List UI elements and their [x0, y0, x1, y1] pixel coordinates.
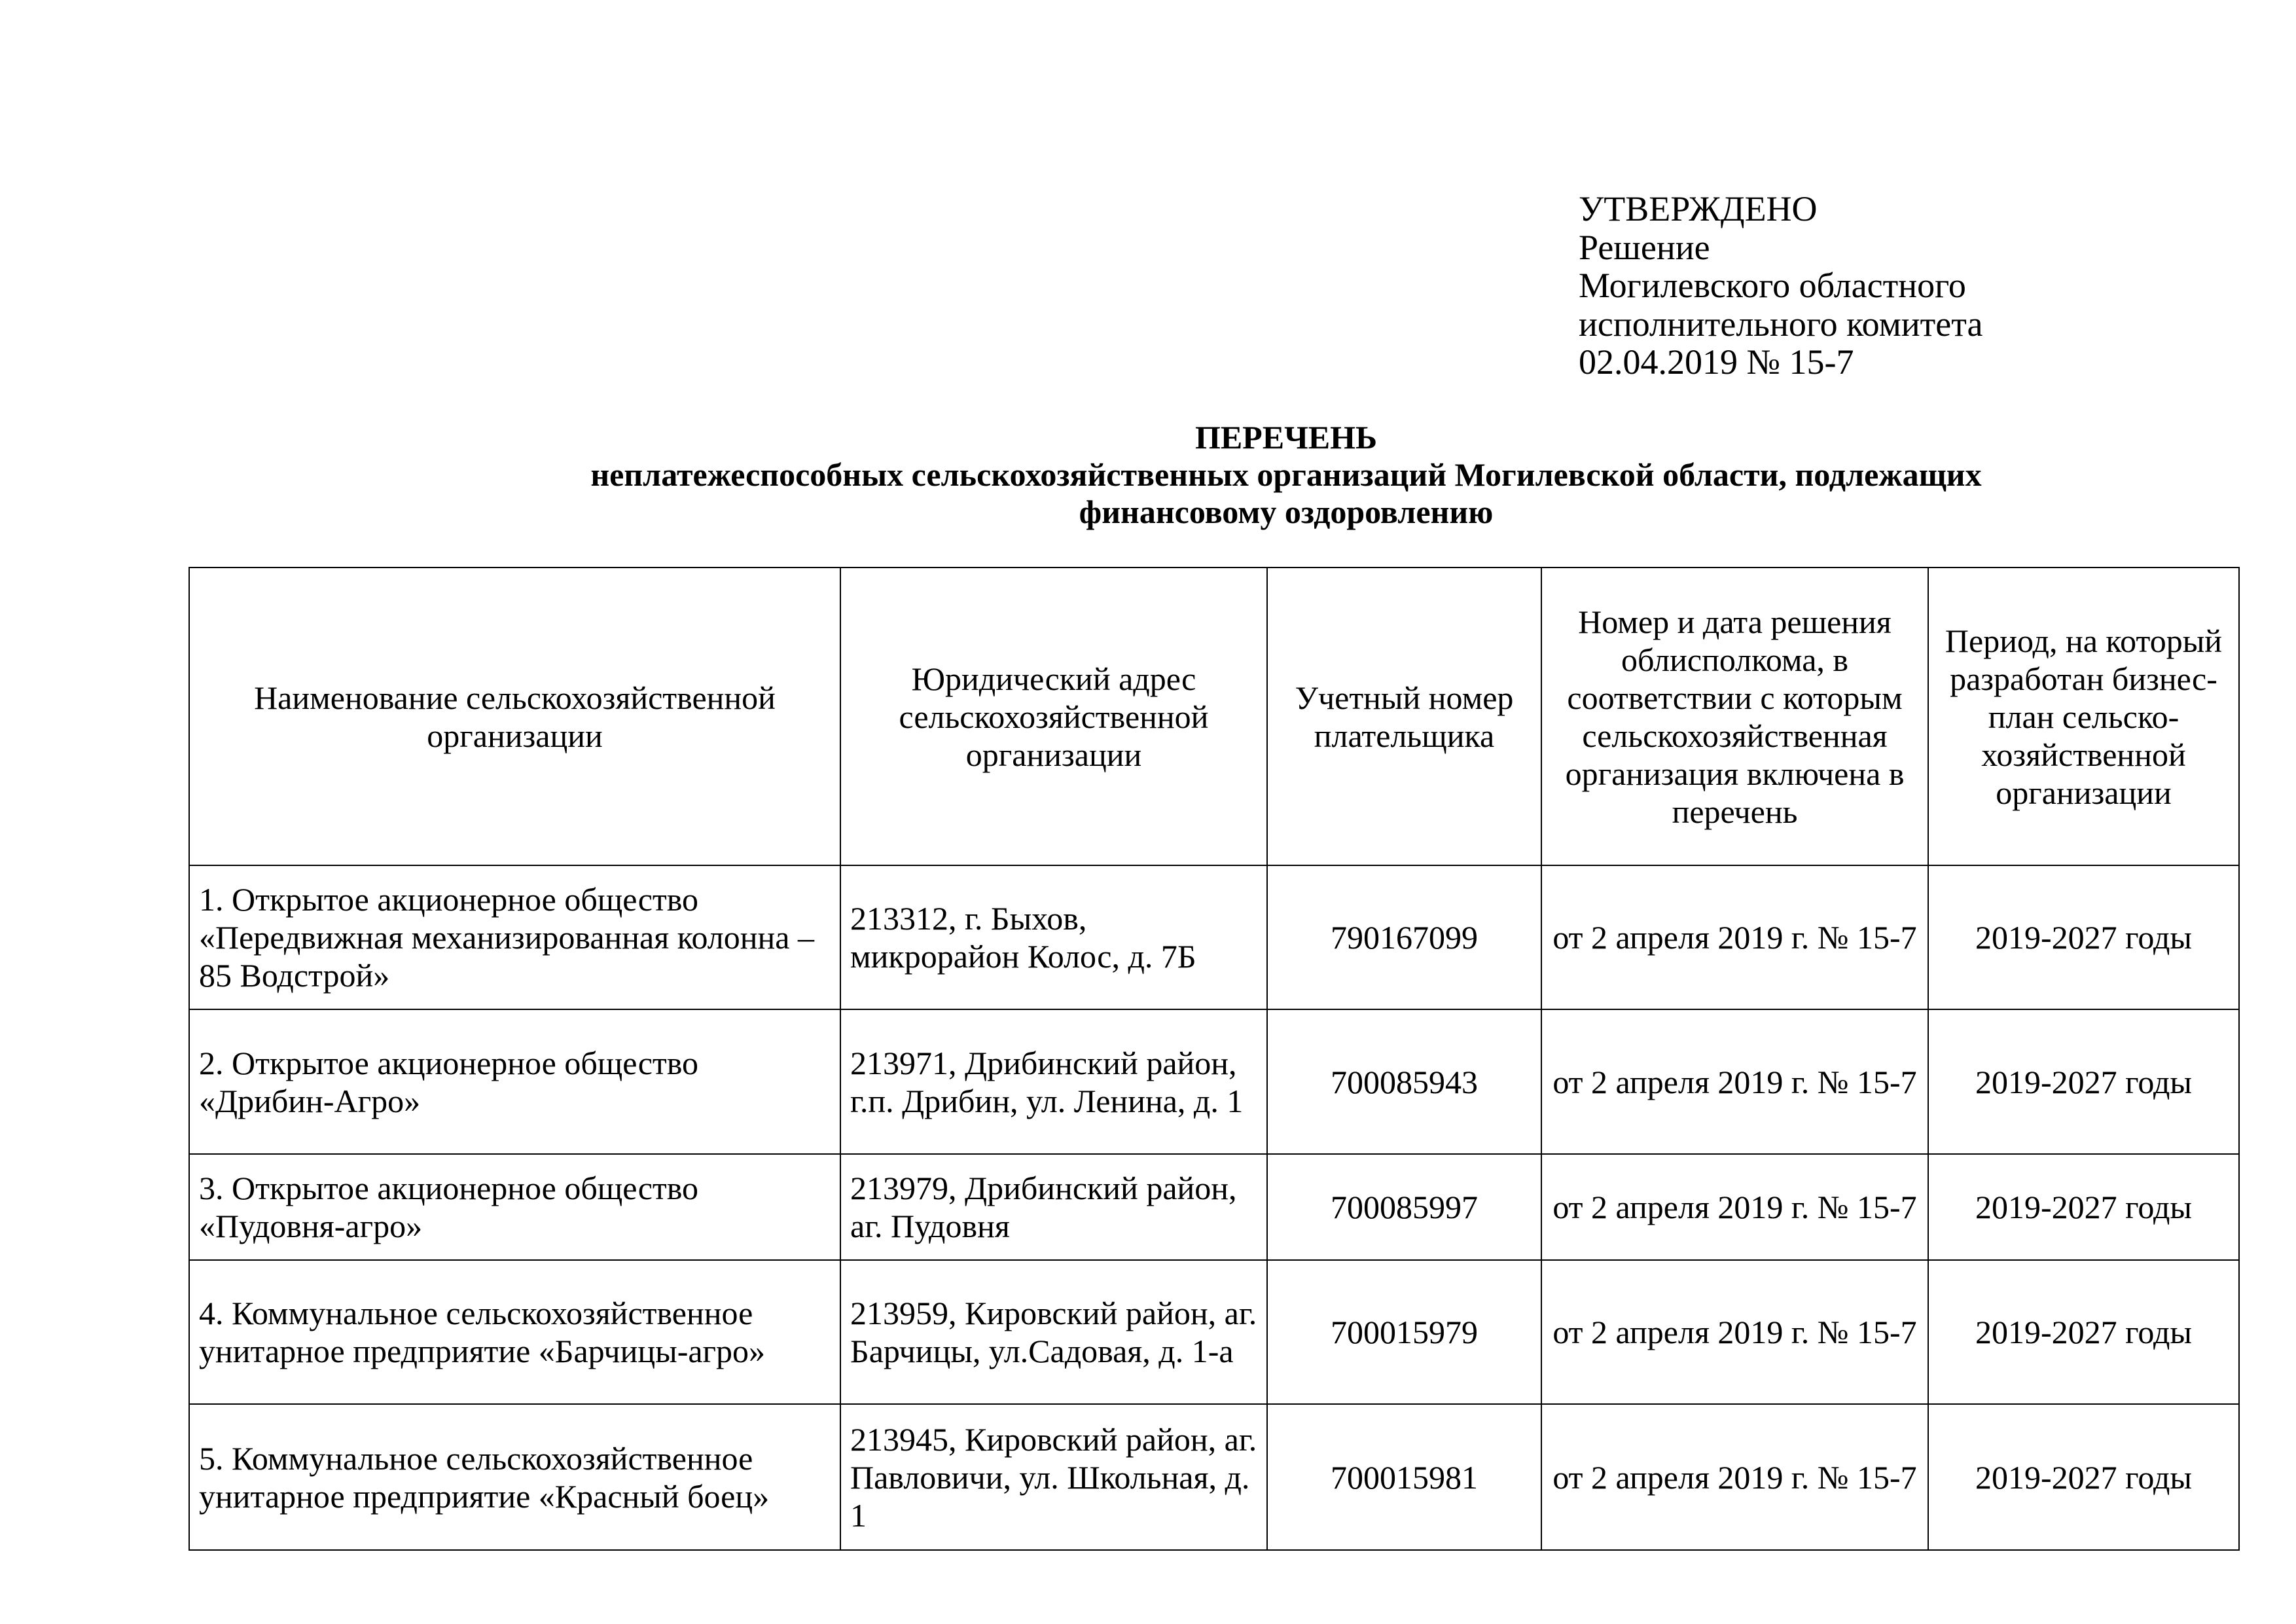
cell-payer-number: 790167099	[1266, 865, 1542, 1010]
cell-name: 2. Открытое акционерное общество «Дрибин…	[188, 1009, 841, 1155]
approval-line: Решение	[1579, 227, 1710, 267]
header-address: Юридический адрес сельскохозяйственной о…	[840, 567, 1268, 866]
title-heading: ПЕРЕЧЕНЬ	[1194, 419, 1378, 456]
cell-address: 213959, Кировский район, аг. Барчицы, ул…	[840, 1259, 1268, 1405]
table-header-row: Наименование сельскохозяйственной органи…	[188, 567, 2240, 866]
cell-period: 2019-2027 годы	[1928, 1153, 2240, 1261]
cell-period: 2019-2027 годы	[1928, 865, 2240, 1010]
header-payer-number: Учетный номер плательщика	[1266, 567, 1542, 866]
cell-name: 5. Коммунальное сельскохозяйственное уни…	[188, 1403, 841, 1551]
table-row: 1. Открытое акционерное общество «Передв…	[188, 865, 2240, 1010]
organizations-table: Наименование сельскохозяйственной органи…	[188, 567, 2240, 1551]
cell-address: 213945, Кировский район, аг. Павловичи, …	[840, 1403, 1268, 1551]
cell-decision: от 2 апреля 2019 г. № 15-7	[1541, 1259, 1929, 1405]
cell-decision: от 2 апреля 2019 г. № 15-7	[1541, 865, 1929, 1010]
cell-period: 2019-2027 годы	[1928, 1403, 2240, 1551]
approval-line: исполнительного комитета	[1579, 304, 1983, 344]
cell-payer-number: 700085997	[1266, 1153, 1542, 1261]
cell-period: 2019-2027 годы	[1928, 1259, 2240, 1405]
cell-decision: от 2 апреля 2019 г. № 15-7	[1541, 1009, 1929, 1155]
cell-address: 213971, Дрибинский район, г.п. Дрибин, у…	[840, 1009, 1268, 1155]
cell-name: 1. Открытое акционерное общество «Передв…	[188, 865, 841, 1010]
cell-name: 3. Открытое акционерное общество «Пудовн…	[188, 1153, 841, 1261]
cell-payer-number: 700015979	[1266, 1259, 1542, 1405]
header-name: Наименование сельскохозяйственной органи…	[188, 567, 841, 866]
table-row: 4. Коммунальное сельскохозяйственное уни…	[188, 1259, 2240, 1405]
table-row: 3. Открытое акционерное общество «Пудовн…	[188, 1153, 2240, 1261]
title-subtitle-line1: неплатежеспособных сельскохозяйственных …	[590, 456, 1982, 493]
document-title: ПЕРЕЧЕНЬ неплатежеспособных сельскохозяй…	[196, 419, 2296, 531]
approval-line: 02.04.2019 № 15-7	[1579, 342, 1854, 382]
title-subtitle-line2: финансовому оздоровлению	[1079, 494, 1494, 530]
cell-decision: от 2 апреля 2019 г. № 15-7	[1541, 1153, 1929, 1261]
cell-payer-number: 700085943	[1266, 1009, 1542, 1155]
approval-stamp: УТВЕРЖДЕНО Решение Могилевского областно…	[1579, 190, 1982, 382]
table-row: 2. Открытое акционерное общество «Дрибин…	[188, 1009, 2240, 1155]
cell-decision: от 2 апреля 2019 г. № 15-7	[1541, 1403, 1929, 1551]
approval-line: УТВЕРЖДЕНО	[1579, 189, 1818, 228]
header-decision: Номер и дата решения облисполкома, в соо…	[1541, 567, 1929, 866]
cell-address: 213979, Дрибинский район, аг. Пудовня	[840, 1153, 1268, 1261]
cell-period: 2019-2027 годы	[1928, 1009, 2240, 1155]
cell-payer-number: 700015981	[1266, 1403, 1542, 1551]
table-row: 5. Коммунальное сельскохозяйственное уни…	[188, 1403, 2240, 1551]
cell-address: 213312, г. Быхов, микрорайон Колос, д. 7…	[840, 865, 1268, 1010]
header-period: Период, на который разработан бизнес-пла…	[1928, 567, 2240, 866]
cell-name: 4. Коммунальное сельскохозяйственное уни…	[188, 1259, 841, 1405]
approval-line: Могилевского областного	[1579, 266, 1966, 305]
